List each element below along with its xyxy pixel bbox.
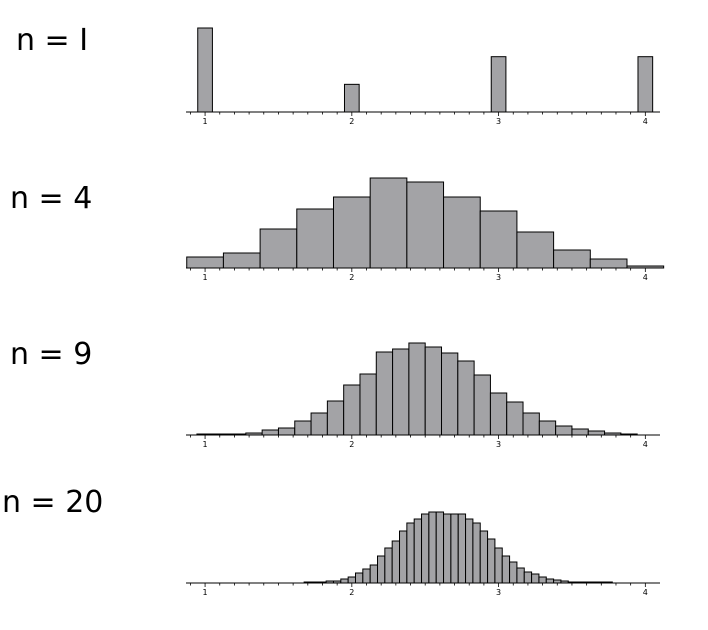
histogram-bar xyxy=(428,511,437,584)
histogram-bar xyxy=(501,555,511,584)
histogram-bar xyxy=(354,572,364,584)
histogram-bar xyxy=(443,196,481,269)
histogram-bar xyxy=(487,538,496,584)
histogram-bar xyxy=(522,412,540,436)
x-tick-label: 3 xyxy=(496,440,501,449)
histogram-bar xyxy=(637,56,654,113)
histogram-bar xyxy=(571,428,589,436)
histogram-bar xyxy=(186,256,224,269)
histogram-bar xyxy=(326,400,345,436)
histogram-bar xyxy=(332,196,371,269)
histogram-bar xyxy=(516,567,525,584)
x-tick-label: 1 xyxy=(203,117,208,126)
histogram-bar xyxy=(435,511,445,584)
histogram-bar xyxy=(377,555,386,584)
histogram-bar xyxy=(472,522,481,584)
x-tick-label: 2 xyxy=(349,440,354,449)
x-tick-label: 1 xyxy=(203,588,208,597)
histogram-n1: 1 2 3 4 xyxy=(186,27,660,126)
histogram-bar xyxy=(340,578,349,584)
histogram-bar xyxy=(506,401,524,436)
panel-label-n4: n = 4 xyxy=(10,181,93,216)
x-tick-label: 4 xyxy=(643,117,648,126)
panel-label-n9: n = 9 xyxy=(10,337,93,372)
histogram-bar xyxy=(413,518,423,584)
histogram-bar xyxy=(555,425,573,436)
histogram-bar xyxy=(369,177,408,269)
histogram-n4: 1 2 3 4 xyxy=(186,177,665,282)
histogram-bar xyxy=(362,568,371,584)
histogram-bar xyxy=(489,392,508,436)
histogram-bar xyxy=(424,346,443,436)
histogram-bar xyxy=(421,513,430,584)
histogram-n20: 1 2 3 4 xyxy=(186,511,660,597)
x-tick-label: 4 xyxy=(643,273,648,282)
x-tick-label: 2 xyxy=(349,588,354,597)
histogram-bar xyxy=(516,231,555,269)
histogram-bar xyxy=(347,576,356,584)
histogram-bar xyxy=(490,56,507,113)
histogram-bar xyxy=(473,374,491,436)
histogram-bar xyxy=(369,564,379,584)
histogram-bar xyxy=(479,210,518,269)
histogram-bar xyxy=(343,83,360,113)
histogram-bar xyxy=(310,412,328,436)
histogram-bar xyxy=(457,360,475,436)
x-tick-label: 2 xyxy=(349,117,354,126)
x-tick-label: 1 xyxy=(203,440,208,449)
histogram-bar xyxy=(296,208,334,269)
x-tick-label: 4 xyxy=(643,588,648,597)
histogram-bar xyxy=(343,384,361,436)
histogram-bar xyxy=(392,348,410,436)
histogram-bar xyxy=(538,420,557,436)
histogram-bar xyxy=(479,530,489,584)
histogram-bar xyxy=(450,513,459,584)
histogram-bar xyxy=(222,252,261,269)
histogram-bar xyxy=(399,530,408,584)
histogram-bar xyxy=(587,430,606,436)
x-tick-label: 3 xyxy=(496,117,501,126)
histogram-bar xyxy=(391,540,401,584)
histogram-bar xyxy=(277,427,296,436)
x-tick-label: 4 xyxy=(643,440,648,449)
x-tick-label: 1 xyxy=(203,273,208,282)
histogram-bar xyxy=(384,547,393,584)
histogram-bar xyxy=(197,27,213,113)
histogram-bar xyxy=(509,561,518,584)
histogram-bar xyxy=(443,513,452,584)
histogram-bar xyxy=(406,522,415,584)
histogram-bar xyxy=(494,547,503,584)
histogram-bar xyxy=(465,518,474,584)
histogram-bar xyxy=(531,573,540,584)
x-tick-label: 3 xyxy=(496,273,501,282)
x-tick-label: 2 xyxy=(349,273,354,282)
histogram-n9: 1 2 3 4 xyxy=(186,342,660,449)
histogram-bar xyxy=(406,181,445,269)
histogram-bar xyxy=(545,578,555,584)
histogram-bar xyxy=(441,352,459,436)
x-tick-label: 3 xyxy=(496,588,501,597)
histogram-bar xyxy=(294,420,312,436)
histogram-bar xyxy=(457,513,467,584)
histogram-bar xyxy=(408,342,426,436)
histogram-bar xyxy=(259,228,298,269)
histogram-bar xyxy=(553,249,591,269)
histogram-bar xyxy=(589,258,628,269)
panel-label-n1: n = I xyxy=(16,23,89,58)
histogram-bar xyxy=(261,429,279,436)
histogram-bar xyxy=(523,571,533,584)
histogram-bar xyxy=(538,576,547,584)
histogram-bar xyxy=(375,351,394,436)
panel-label-n20: n = 20 xyxy=(2,485,104,520)
histogram-bar xyxy=(359,373,377,436)
